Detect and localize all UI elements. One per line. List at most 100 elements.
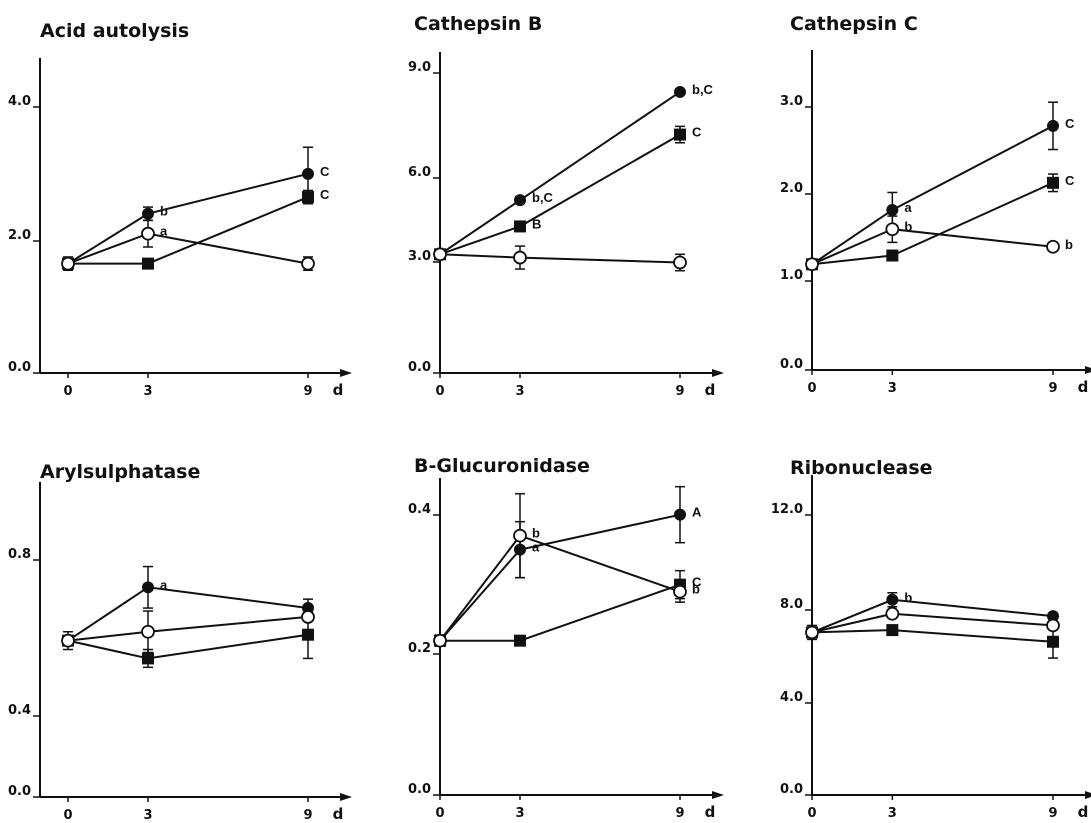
significance-label: C (692, 125, 702, 140)
data-point-filled-circle (142, 207, 154, 220)
significance-label: b (692, 582, 700, 597)
x-tick-label: 3 (515, 384, 524, 399)
data-point-open-circle (673, 255, 687, 270)
data-point-filled-circle (886, 203, 899, 216)
data-point-square (142, 257, 154, 270)
chart-panel: Cathepsin C 0.0 1.0 2.0 3.0 0 3 9 d a C Cb b (780, 13, 1091, 396)
y-tick-label: 4.0 (8, 94, 31, 109)
panel-title: Cathepsin B (414, 13, 542, 35)
data-point-square (674, 128, 686, 141)
x-tick-label: 3 (143, 808, 152, 823)
data-point-filled-circle (514, 194, 526, 207)
x-unit-label: d (705, 803, 716, 821)
data-point-filled-circle (514, 543, 526, 556)
x-axis-arrow (340, 793, 352, 801)
data-point-open-circle (433, 247, 447, 262)
x-tick-label: 3 (143, 384, 152, 399)
significance-label: b (904, 590, 912, 605)
x-axis-arrow (1085, 366, 1091, 374)
data-point-open-circle (301, 256, 315, 271)
series-line (439, 133, 681, 256)
x-tick-label: 9 (1048, 381, 1057, 396)
x-tick-label: 0 (63, 808, 72, 823)
significance-label: b (532, 526, 540, 541)
data-point-square (302, 191, 314, 204)
chart-panel: B-Glucuronidase 0.0 0.2 0.4 0 3 9 d a A Cb b (408, 455, 724, 821)
data-point-open-circle (885, 606, 900, 621)
data-point-filled-circle (1047, 610, 1059, 623)
x-tick-label: 0 (63, 384, 72, 399)
x-axis-arrow (712, 791, 724, 799)
x-tick-label: 9 (675, 384, 684, 399)
data-point-square (1047, 176, 1059, 189)
data-point-filled-circle (302, 167, 314, 180)
significance-label: b (1065, 237, 1073, 252)
data-point-filled-circle (142, 581, 154, 594)
y-tick-label: 0.2 (408, 641, 431, 656)
panel-title: Acid autolysis (40, 20, 189, 42)
data-point-filled-circle (1047, 119, 1059, 132)
data-point-open-circle (301, 610, 315, 624)
data-point-open-circle (513, 528, 527, 543)
x-unit-label: d (333, 805, 344, 823)
data-point-open-circle (805, 257, 819, 272)
x-unit-label: d (1078, 803, 1089, 821)
x-axis-arrow (712, 369, 724, 377)
y-tick-label: 0.0 (408, 782, 431, 797)
x-tick-label: 9 (1048, 806, 1057, 821)
y-tick-label: 4.0 (780, 690, 803, 705)
significance-label: a (160, 577, 168, 592)
y-tick-label: 0.4 (8, 703, 31, 718)
y-tick-label: 2.0 (8, 228, 31, 243)
data-point-filled-circle (886, 593, 899, 606)
data-point-filled-circle (674, 508, 686, 521)
data-point-square (886, 249, 899, 262)
data-point-square (514, 634, 526, 647)
chart-panel: Arylsulphatase 0.0 0.4 0.8 0 3 9 d a (8, 461, 352, 823)
chart-panel: Acid autolysis 0.0 2.0 4.0 0 3 9 d b CCa (8, 20, 352, 399)
data-point-open-circle (805, 625, 819, 640)
significance-label: b,C (692, 82, 714, 97)
data-point-open-circle (61, 256, 75, 271)
data-point-open-circle (61, 633, 75, 648)
x-unit-label: d (1078, 378, 1089, 396)
data-point-open-circle (1046, 618, 1060, 633)
y-tick-label: 0.0 (780, 357, 803, 372)
data-point-open-circle (141, 624, 155, 639)
x-tick-label: 9 (303, 808, 312, 823)
significance-label: C (1065, 116, 1075, 131)
significance-label: C (692, 575, 702, 590)
significance-label: B (532, 216, 541, 231)
series-line (68, 196, 309, 265)
significance-label: a (904, 200, 912, 215)
series-line (439, 253, 681, 264)
y-tick-label: 0.0 (408, 360, 431, 375)
data-point-square (514, 220, 526, 233)
significance-label: C (320, 187, 330, 202)
x-axis-arrow (1085, 791, 1091, 799)
y-tick-label: 0.8 (8, 547, 31, 562)
data-point-open-circle (513, 250, 527, 265)
y-tick-label: 0.0 (8, 360, 31, 375)
data-point-filled-circle (674, 85, 686, 98)
x-tick-label: 3 (515, 806, 524, 821)
y-tick-label: 12.0 (771, 502, 803, 517)
series-line (811, 181, 1054, 266)
data-point-square (1047, 635, 1059, 648)
significance-label: a (160, 224, 168, 239)
chart-panel: Cathepsin B 0.0 3.0 6.0 9.0 0 3 9 d b,C b,C B C (408, 13, 724, 399)
y-tick-label: 6.0 (408, 165, 431, 180)
x-axis-arrow (340, 369, 352, 377)
x-tick-label: 9 (675, 806, 684, 821)
x-tick-label: 3 (888, 381, 897, 396)
x-tick-label: 0 (807, 381, 816, 396)
y-tick-label: 2.0 (780, 181, 803, 196)
series-line (439, 91, 681, 256)
data-point-square (886, 624, 899, 637)
significance-label: b (904, 219, 912, 234)
x-unit-label: d (705, 381, 716, 399)
data-point-open-circle (885, 222, 900, 237)
panel-title: Cathepsin C (790, 13, 918, 35)
series-line (67, 633, 309, 660)
